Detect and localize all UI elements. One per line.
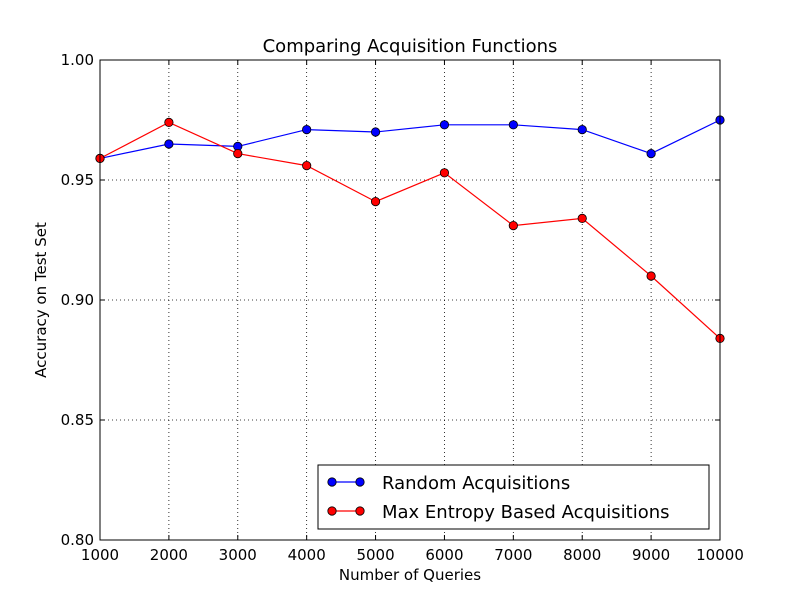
y-axis-label: Accuracy on Test Set [32,222,50,378]
x-tick-label: 7000 [494,546,532,564]
legend-marker-random-left [327,477,337,487]
series-1-point [233,149,243,159]
y-tick-label: 0.95 [61,171,94,189]
x-axis-label: Number of Queries [339,566,481,584]
legend: Random Acquisitions Max Entropy Based Ac… [317,464,710,530]
series-1-point [508,221,518,231]
legend-label-random: Random Acquisitions [382,473,570,494]
x-tick-label: 9000 [632,546,670,564]
y-tick-label: 0.85 [61,411,94,429]
series-0-point [439,120,450,130]
series-0-point [302,125,312,135]
y-tick-label: 1.00 [61,51,94,69]
legend-box [317,464,710,530]
chart-title: Comparing Acquisition Functions [263,36,558,57]
legend-marker-maxent-left [327,506,337,516]
series-1-point [164,117,174,128]
x-tick-label: 4000 [288,546,326,564]
series-layer [95,115,725,343]
x-tick-label: 3000 [219,546,257,564]
series-1-point [302,161,312,171]
series-0-point [577,125,587,135]
series-0-point [646,149,656,159]
series-0-point [164,139,174,149]
x-tick-label: 2000 [150,546,188,564]
grid-layer [100,60,720,540]
x-tick-label: 10000 [696,546,744,564]
x-tick-label: 6000 [425,546,463,564]
y-tick-label: 0.80 [61,531,94,549]
tick-layer: 1000 2000 3000 4000 5000 6000 7000 8000 9000 1000… [61,51,744,564]
legend-marker-maxent-right [355,506,365,516]
series-1-point [439,168,450,178]
series-1-point [577,213,587,223]
legend-marker-random-right [355,477,365,487]
series-1-point [370,197,381,207]
series-0-point [508,120,518,130]
y-tick-label: 0.90 [61,291,94,309]
x-tick-label: 8000 [563,546,601,564]
x-tick-label: 1000 [81,546,119,564]
series-1-point [646,271,656,281]
series-line-1 [99,121,721,339]
series-0-point [370,127,381,137]
series-line-0 [99,119,721,159]
x-tick-label: 5000 [356,546,394,564]
legend-label-maxent: Max Entropy Based Acquisitions [382,502,670,523]
